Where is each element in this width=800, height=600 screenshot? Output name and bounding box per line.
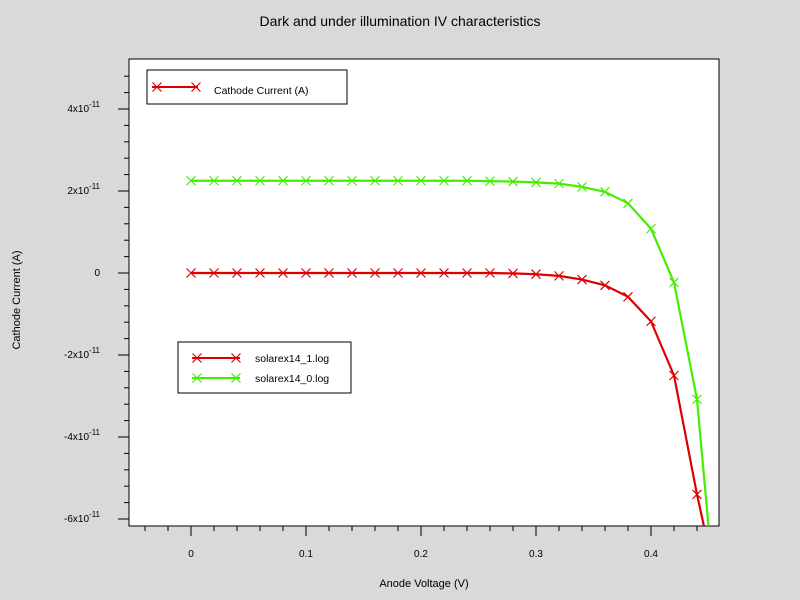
data-point xyxy=(554,178,564,189)
data-point xyxy=(324,175,334,186)
y-tick-label: 2x10-11 xyxy=(67,182,100,197)
legend-entry-label: solarex14_1.log xyxy=(255,353,329,365)
data-point xyxy=(692,394,702,405)
y-tick-label: -2x10-11 xyxy=(64,346,101,361)
quantity-legend-label: Cathode Current (A) xyxy=(214,85,309,97)
legend-marker xyxy=(231,353,241,363)
data-point xyxy=(393,268,403,278)
series-legend-entries: solarex14_1.log solarex14_0.log xyxy=(192,353,329,385)
y-axis-label: Cathode Current (A) xyxy=(11,250,23,349)
data-point xyxy=(393,175,403,186)
x-tick-label: 0.2 xyxy=(414,549,428,560)
data-point xyxy=(370,268,380,278)
data-point xyxy=(347,175,357,186)
data-point xyxy=(554,270,564,281)
legend-marker xyxy=(192,353,202,363)
data-point xyxy=(577,274,587,285)
data-point xyxy=(600,280,610,291)
x-tick-label: 0.1 xyxy=(299,549,313,560)
data-point xyxy=(439,175,449,186)
data-point xyxy=(646,223,656,234)
series-legend: solarex14_1.log solarex14_0.log xyxy=(177,341,352,394)
data-point xyxy=(186,175,196,186)
x-tick-label: 0.3 xyxy=(529,549,543,560)
data-point xyxy=(278,268,288,278)
data-point xyxy=(646,316,656,327)
data-point xyxy=(692,489,702,500)
data-point xyxy=(439,268,449,278)
plot-area xyxy=(128,58,720,527)
legend-marker xyxy=(231,373,241,383)
data-point xyxy=(669,370,679,381)
data-point xyxy=(278,175,288,186)
data-point xyxy=(416,175,426,186)
x-tick-label: 0.4 xyxy=(644,549,658,560)
data-point xyxy=(324,268,334,278)
y-tick-label: 0 xyxy=(94,268,100,279)
data-point xyxy=(255,268,265,278)
data-point xyxy=(416,268,426,278)
data-point xyxy=(347,268,357,278)
data-point xyxy=(508,268,518,279)
series-legend-box xyxy=(177,341,352,394)
x-axis-ticks: 0 0.1 0.2 0.3 0.4 xyxy=(144,526,698,560)
data-point xyxy=(531,177,541,188)
data-point xyxy=(669,277,679,288)
series-2 xyxy=(186,175,710,527)
data-point xyxy=(485,176,495,187)
quantity-legend-markers xyxy=(152,82,201,92)
data-point xyxy=(209,268,219,278)
data-point xyxy=(186,268,196,278)
data-point xyxy=(232,175,242,186)
data-point xyxy=(623,198,633,209)
data-point xyxy=(209,175,219,186)
data-point xyxy=(531,269,541,280)
data-point xyxy=(370,175,380,186)
y-tick-label: -4x10-11 xyxy=(64,428,101,443)
x-tick-label: 0 xyxy=(188,549,194,560)
legend-marker xyxy=(152,82,162,92)
data-point xyxy=(462,268,472,278)
legend-entry-label: solarex14_0.log xyxy=(255,373,329,385)
quantity-legend: Cathode Current (A) xyxy=(146,69,348,105)
y-tick-label: 4x10-11 xyxy=(67,100,100,115)
y-tick-label: -6x10-11 xyxy=(64,510,101,525)
data-point xyxy=(462,175,472,186)
x-axis-label: Anode Voltage (V) xyxy=(379,578,468,590)
data-point xyxy=(301,268,311,278)
data-point xyxy=(255,175,265,186)
chart-title: Dark and under illumination IV character… xyxy=(260,13,541,29)
y-axis-ticks: 4x10-11 2x10-11 0 -2x10-11 -4x10-11 -6x10-11 xyxy=(64,75,129,525)
series-layer xyxy=(186,175,710,527)
legend-marker xyxy=(192,373,202,383)
data-point xyxy=(301,175,311,186)
data-point xyxy=(623,291,633,302)
legend-marker xyxy=(191,82,201,92)
data-point xyxy=(577,181,587,192)
data-point xyxy=(232,268,242,278)
data-point xyxy=(485,268,495,278)
series-1 xyxy=(186,268,705,527)
data-point xyxy=(508,176,518,187)
data-point xyxy=(600,186,610,197)
